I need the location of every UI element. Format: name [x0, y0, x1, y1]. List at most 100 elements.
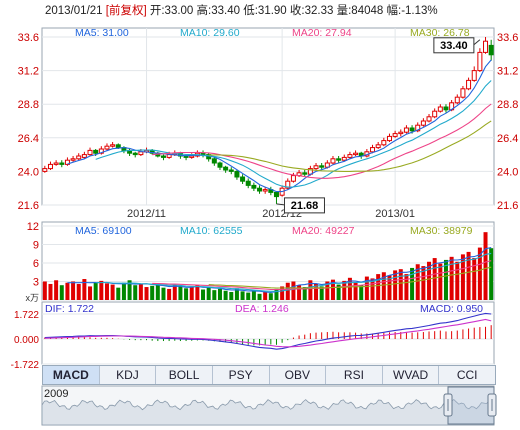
volume-bar [443, 259, 448, 300]
x-tick-label: 2012/11 [127, 208, 166, 220]
volume-bar [240, 291, 245, 300]
volume-bar [42, 281, 47, 300]
tab-macd[interactable]: MACD [43, 366, 100, 384]
tab-kdj[interactable]: KDJ [100, 366, 157, 384]
tab-wvad[interactable]: WVAD [383, 366, 440, 384]
candle-body [110, 144, 116, 147]
macd-axis: 1.722 0.000 -1.722 [11, 310, 494, 371]
candle-body [211, 158, 217, 164]
adjust-label[interactable]: [前复权] [105, 5, 147, 17]
price-panel-frame [41, 27, 495, 206]
candle-body [386, 135, 392, 142]
candle-body [420, 120, 426, 126]
volume-tick: 9 [33, 240, 39, 252]
volume-bar [359, 285, 364, 300]
candle-body [437, 106, 443, 112]
volume-bar [54, 280, 59, 300]
candle-body [319, 165, 325, 168]
candle-body [81, 154, 87, 158]
price-tick-left: 21.6 [18, 200, 39, 212]
volume-bar [472, 258, 477, 300]
volume-bar [285, 282, 290, 300]
price-tick-right: 31.2 [497, 66, 518, 78]
volume-bar [460, 254, 465, 300]
annotation-leader [276, 203, 285, 206]
candle-body [460, 88, 466, 98]
volume-bar [65, 282, 70, 300]
candle-body [290, 175, 296, 182]
candle-body [477, 51, 483, 72]
price-tick-left: 28.8 [18, 99, 39, 111]
volume-bar [489, 248, 494, 300]
price-tick-right: 21.6 [497, 200, 518, 212]
volume-bars [42, 232, 494, 300]
volume-bar [387, 275, 392, 300]
volume-bar [381, 272, 386, 300]
navigator-range-window [447, 386, 495, 425]
candle-body [403, 127, 409, 133]
volume-bar [206, 287, 211, 300]
price-legend-ma30: MA30: 26.78 [410, 27, 470, 39]
candle-body [93, 149, 99, 154]
candle-body [104, 145, 110, 150]
price-ma30-line [208, 120, 492, 172]
candle-body [98, 148, 104, 154]
tab-obv[interactable]: OBV [270, 366, 327, 384]
volume-legend-ma10: MA10: 62555 [180, 225, 243, 237]
volume-tick: 6 [33, 258, 39, 270]
annotation-label: 33.40 [440, 40, 468, 52]
annotation-box [283, 197, 325, 214]
price-tick-left: 31.2 [18, 66, 39, 78]
macd-tick: 0.000 [14, 335, 39, 346]
volume-bar [353, 282, 358, 300]
volume-bar [172, 285, 177, 300]
volume-bar [121, 282, 126, 300]
candle-body [228, 169, 234, 172]
annotation-label: 21.68 [291, 200, 319, 212]
volume-bar [223, 290, 228, 300]
candle-body [341, 156, 347, 161]
indicator-tabs: MACD KDJ BOLL PSY OBV RSI WVAD CCI [42, 365, 496, 385]
volume-bar [342, 280, 347, 300]
volume-tick: 12 [27, 221, 39, 233]
price-ma10-line [95, 80, 492, 188]
volume-bar [138, 283, 143, 300]
volume-bar [99, 280, 104, 300]
candle-body [471, 70, 477, 81]
volume-legend-ma20: MA20: 49227 [292, 225, 355, 237]
volume-bar [257, 293, 262, 300]
macd-histogram [44, 325, 492, 346]
candle-body [70, 158, 76, 161]
tab-rsi[interactable]: RSI [326, 366, 383, 384]
tab-cci[interactable]: CCI [456, 368, 478, 382]
volume-bar [48, 283, 53, 300]
volume-bar [93, 282, 98, 300]
candle-body [138, 151, 144, 156]
macd-panel-frame [41, 301, 495, 365]
volume-bar [297, 285, 302, 300]
candle-body [245, 180, 251, 186]
volume-unit-label: x万 [25, 293, 39, 303]
volume-bar [364, 276, 369, 300]
candle-body [285, 180, 291, 189]
tab-psy[interactable]: PSY [213, 366, 270, 384]
candle-body [398, 131, 404, 135]
volume-bar [212, 290, 217, 300]
macd-legend-macd: MACD: 0.950 [420, 303, 483, 315]
candle-body [217, 162, 223, 168]
quote-low: 低:31.90 [243, 5, 287, 17]
price-legend-ma20: MA20: 27.94 [292, 27, 352, 39]
candle-body [273, 191, 279, 198]
candle-body [115, 144, 121, 149]
candle-body [483, 40, 489, 53]
volume-bar [404, 274, 409, 300]
quote-header: 2013/01/21 [前复权] 开:33.00 高:33.40 低:31.90… [45, 2, 438, 18]
volume-bar [133, 285, 138, 300]
tab-boll[interactable]: BOLL [156, 366, 213, 384]
candle-body [200, 152, 206, 156]
volume-bar [308, 280, 313, 300]
volume-bar [347, 277, 352, 300]
volume-bar [251, 290, 256, 300]
volume-bar [302, 287, 307, 300]
price-tick-left: 24.0 [18, 166, 39, 178]
